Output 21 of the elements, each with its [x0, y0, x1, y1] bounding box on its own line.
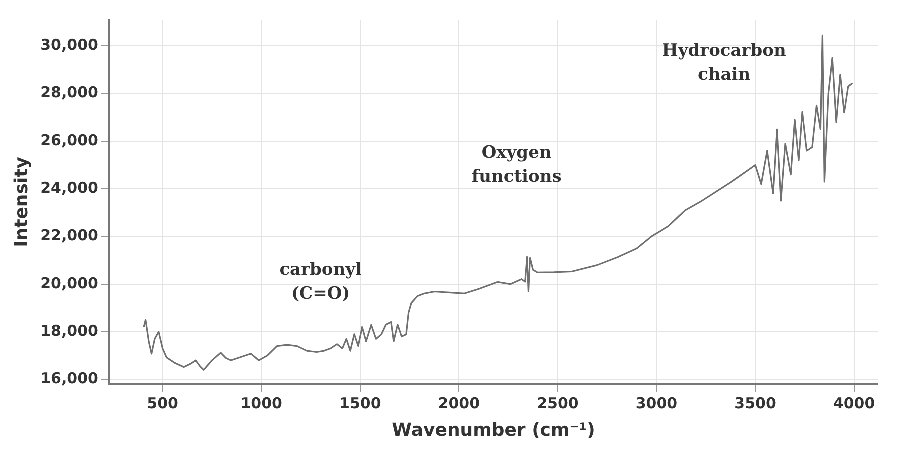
- y-tick-label: 30,000: [40, 36, 98, 54]
- x-tick-label: 3000: [636, 394, 678, 412]
- annotation: Hydrocarbon chain: [662, 41, 786, 86]
- y-axis-title: Intensity: [11, 156, 32, 248]
- y-tick-label: 16,000: [40, 370, 98, 388]
- x-tick-label: 2000: [438, 394, 480, 412]
- y-tick-label: 24,000: [40, 178, 98, 197]
- y-tick-label: 28,000: [40, 84, 98, 102]
- y-tick-label: 26,000: [40, 131, 98, 150]
- annotation: Oxygen functions: [472, 143, 562, 188]
- y-tick-label: 18,000: [40, 322, 98, 340]
- x-axis-title: Wavenumber (cm⁻¹): [392, 420, 596, 441]
- x-tick-label: 4000: [833, 394, 876, 412]
- x-tick-label: 2500: [537, 394, 579, 412]
- y-tick-label: 22,000: [40, 226, 98, 245]
- x-tick-label: 1500: [340, 394, 382, 412]
- y-tick-label: 20,000: [40, 274, 98, 292]
- x-tick-label: 1000: [240, 394, 282, 412]
- x-tick-label: 3500: [734, 394, 776, 412]
- annotation: carbonyl (C=O): [280, 260, 362, 304]
- x-tick-label: 500: [147, 394, 178, 412]
